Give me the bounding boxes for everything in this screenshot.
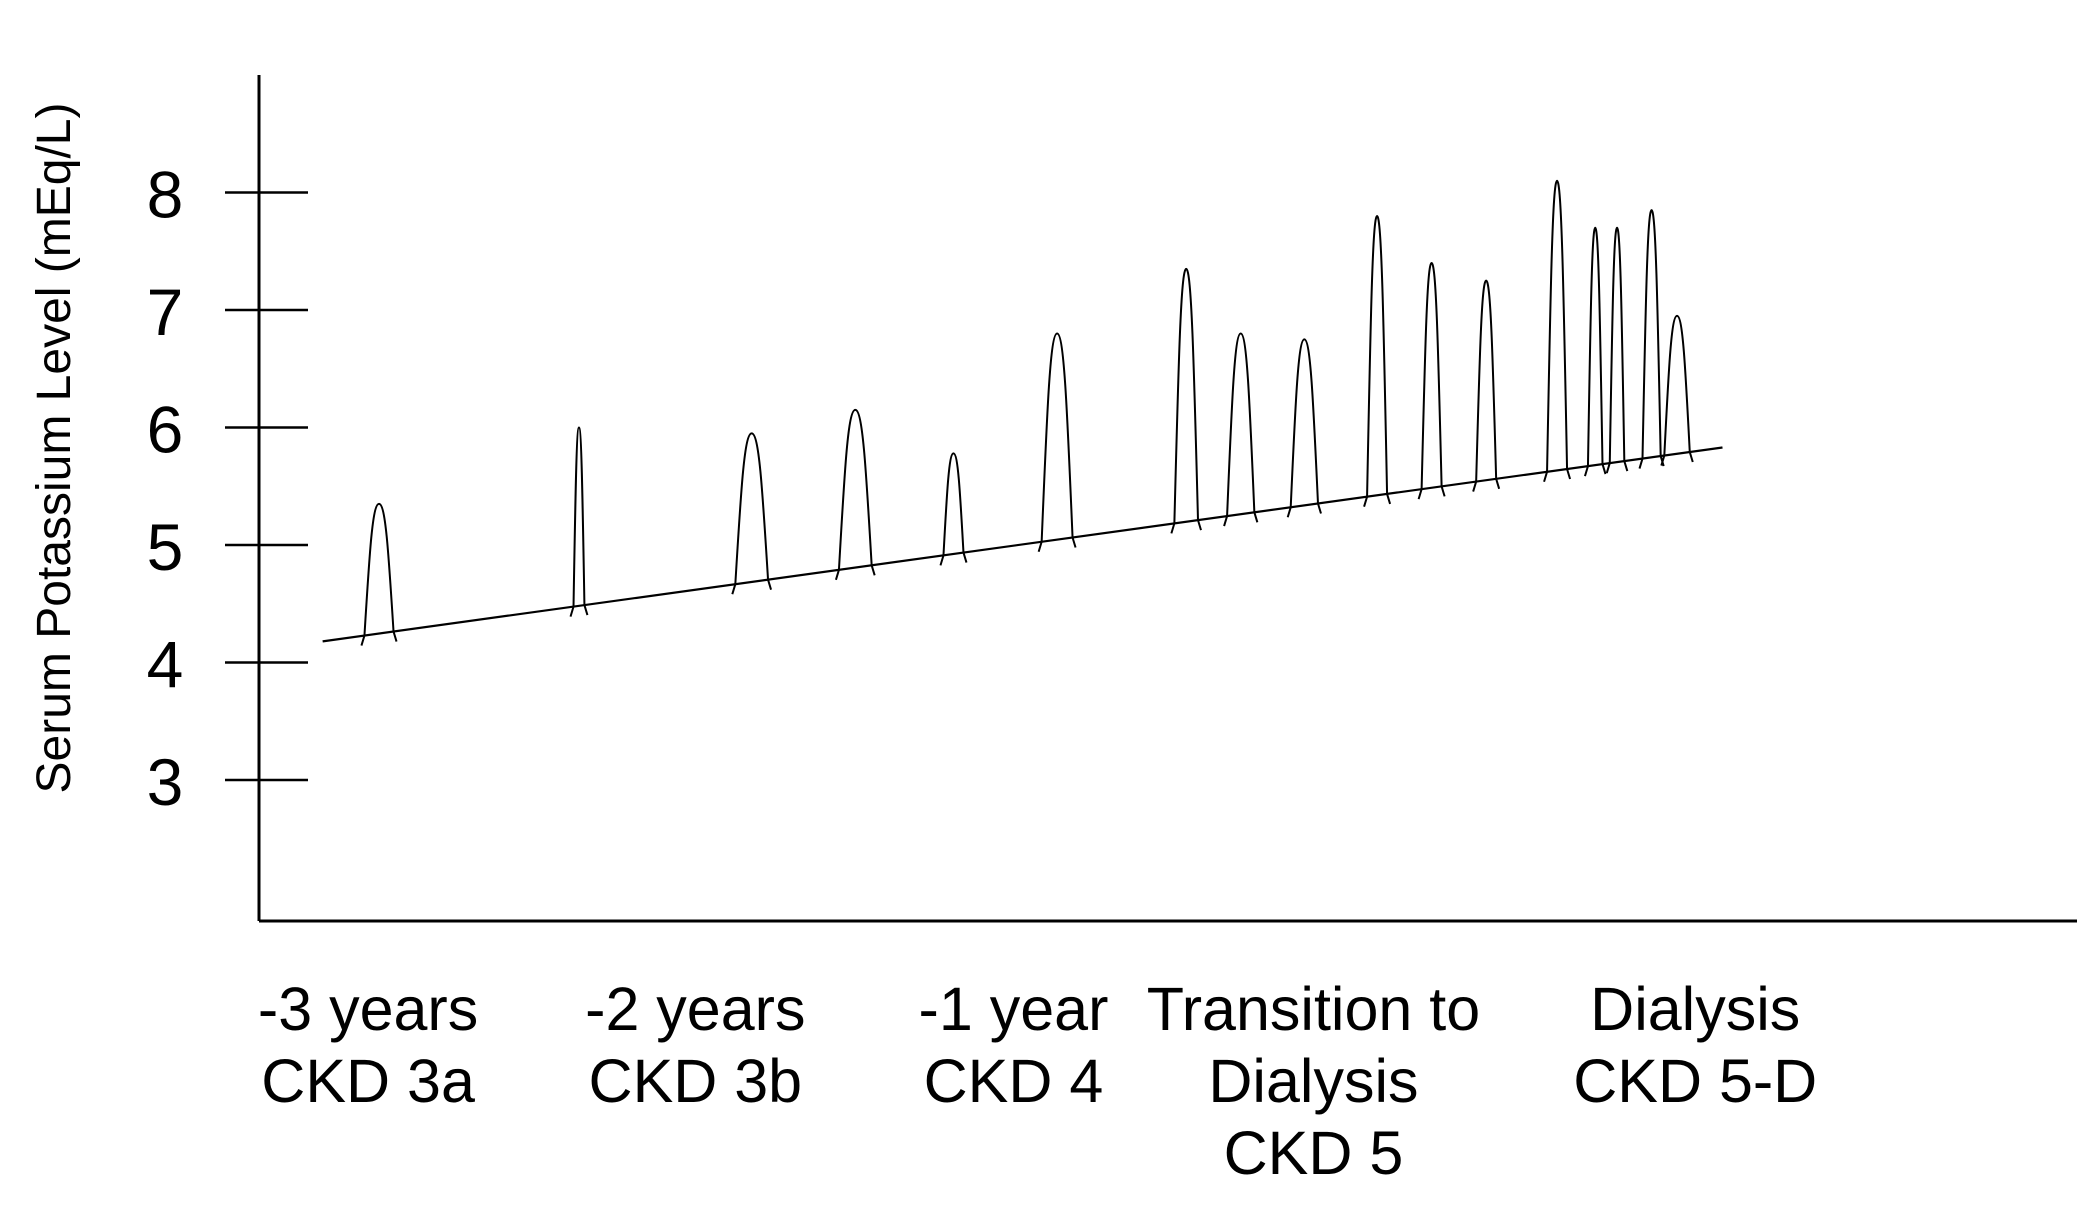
y-tick-label-7: 7 bbox=[147, 275, 184, 349]
x-category-line: -3 years bbox=[258, 975, 478, 1043]
y-tick-label-4: 4 bbox=[147, 628, 184, 702]
x-category-line: Transition to bbox=[1147, 975, 1480, 1043]
x-category-label-3: -1 year CKD 4 bbox=[919, 975, 1109, 1115]
x-category-label-4: Transition to Dialysis CKD 5 bbox=[1147, 975, 1480, 1187]
y-tick-label-5: 5 bbox=[147, 510, 184, 584]
x-category-line: CKD 3a bbox=[261, 1047, 475, 1115]
potassium-spike-1 bbox=[360, 502, 398, 646]
x-category-line: CKD 4 bbox=[924, 1047, 1104, 1115]
potassium-spike-7 bbox=[1170, 267, 1202, 534]
x-category-line: CKD 3b bbox=[589, 1047, 803, 1115]
potassium-spike-5 bbox=[939, 452, 968, 566]
y-axis-ticks: 3 4 5 6 7 8 bbox=[147, 158, 308, 819]
potassium-spike-4 bbox=[834, 408, 876, 581]
potassium-spike-10 bbox=[1363, 214, 1392, 507]
y-tick-label-3: 3 bbox=[147, 745, 184, 819]
potassium-spike-15 bbox=[1605, 226, 1629, 474]
potassium-spike-16 bbox=[1638, 209, 1665, 469]
x-category-label-2: -2 years CKD 3b bbox=[585, 975, 805, 1115]
y-tick-label-8: 8 bbox=[147, 158, 184, 232]
x-category-line: CKD 5-D bbox=[1573, 1047, 1817, 1115]
y-tick-label-6: 6 bbox=[147, 393, 184, 467]
x-category-label-1: -3 years CKD 3a bbox=[258, 975, 478, 1115]
x-category-labels: -3 years CKD 3a -2 years CKD 3b -1 year CKD 4… bbox=[258, 975, 1817, 1187]
trend-layer bbox=[322, 446, 1723, 643]
potassium-spike-12 bbox=[1472, 279, 1501, 492]
x-category-line: Dialysis bbox=[1590, 975, 1800, 1043]
x-category-line: CKD 5 bbox=[1224, 1119, 1404, 1187]
x-category-label-5: Dialysis CKD 5-D bbox=[1573, 975, 1817, 1115]
potassium-spike-2 bbox=[569, 426, 589, 617]
potassium-spike-8 bbox=[1223, 332, 1259, 527]
baseline-trend-line bbox=[322, 446, 1723, 643]
x-category-line: -2 years bbox=[585, 975, 805, 1043]
y-axis-title: Serum Potassium Level (mEq/L) bbox=[28, 103, 81, 794]
potassium-spike-9 bbox=[1286, 338, 1322, 518]
potassium-spike-3 bbox=[731, 432, 772, 595]
potassium-spike-6 bbox=[1037, 332, 1077, 553]
x-category-line: -1 year bbox=[919, 975, 1109, 1043]
potassium-spike-13 bbox=[1543, 179, 1572, 483]
potassium-spike-17 bbox=[1660, 314, 1694, 466]
potassium-spike-11 bbox=[1417, 261, 1446, 500]
potassium-spike-14 bbox=[1584, 226, 1607, 477]
x-category-line: Dialysis bbox=[1208, 1047, 1418, 1115]
spike-layer bbox=[360, 179, 1694, 646]
